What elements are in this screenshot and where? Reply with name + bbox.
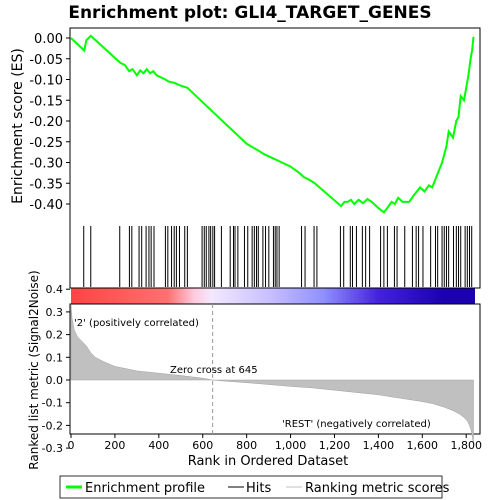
x-tick-label: 1,800 (450, 439, 482, 452)
positive-correlation-label: '2' (positively correlated) (74, 318, 199, 329)
metric-y-tick-label: -0.2 (42, 419, 63, 432)
hits-rug (83, 226, 473, 287)
metric-y-tick-label: -0.3 (42, 442, 63, 455)
metric-y-axis-label: Ranked list metric (Signal2Noise) (27, 270, 41, 469)
metric-y-tick-label: 0.1 (46, 351, 64, 364)
es-y-tick-label: -0.25 (29, 136, 63, 151)
metric-y-tick-label: -0.1 (42, 397, 63, 410)
legend-metric-label: Ranking metric scores (305, 481, 450, 496)
metric-y-tick-label: 0.0 (46, 374, 64, 387)
metric-y-ticks: 0.4 0.3 0.2 0.1 0.0 -0.1 -0.2 -0.3 (42, 283, 70, 455)
x-tick-label: 800 (236, 439, 257, 452)
es-y-tick-label: -0.30 (29, 157, 63, 172)
enrichment-profile-line (70, 34, 475, 214)
es-y-tick-label: -0.35 (29, 177, 63, 192)
es-panel: 0.00 -0.05 -0.10 -0.15 -0.20 -0.25 -0.30 -0.35 -… (10, 27, 481, 289)
x-tick-label: 1,600 (407, 439, 439, 452)
x-tick-label: 1,400 (363, 439, 395, 452)
es-y-ticks: 0.00 -0.05 -0.10 -0.15 -0.20 -0.25 -0.30 -0.35 -… (29, 32, 70, 213)
x-tick-label: 400 (148, 439, 169, 452)
legend-enrichment-label: Enrichment profile (85, 481, 205, 496)
negative-correlation-label: 'REST' (negatively correlated) (282, 419, 431, 430)
zero-cross-label: Zero cross at 645 (170, 365, 258, 376)
metric-panel: 0.4 0.3 0.2 0.1 0.0 -0.1 -0.2 -0.3 0 200 400 600 80… (27, 270, 482, 469)
es-y-tick-label: 0.00 (34, 32, 63, 47)
x-tick-label: 1,200 (319, 439, 351, 452)
es-y-tick-label: -0.20 (29, 115, 63, 130)
x-axis-label: Rank in Ordered Dataset (188, 454, 349, 469)
metric-x-ticks: 0 200 400 600 800 1,000 1,200 1,400 1,600 1,800 (68, 434, 482, 452)
chart-title: Enrichment plot: GLI4_TARGET_GENES (68, 3, 431, 23)
metric-y-tick-label: 0.4 (46, 283, 64, 296)
x-tick-label: 200 (104, 439, 125, 452)
ranked-list-color-bar (71, 288, 475, 304)
x-tick-label: 0 (68, 439, 75, 452)
legend: Enrichment profile Hits Ranking metric s… (59, 475, 450, 499)
es-y-tick-label: -0.40 (29, 198, 63, 213)
es-y-axis-label: Enrichment score (ES) (10, 48, 26, 204)
es-y-tick-label: -0.15 (29, 94, 63, 109)
metric-y-tick-label: 0.3 (46, 306, 64, 319)
metric-panel-frame (69, 303, 481, 435)
x-tick-label: 1,000 (275, 439, 307, 452)
x-tick-label: 600 (192, 439, 213, 452)
metric-y-tick-label: 0.2 (46, 329, 64, 342)
ranking-metric-area (70, 305, 474, 444)
legend-hits-label: Hits (246, 481, 271, 496)
es-y-tick-label: -0.05 (29, 53, 63, 68)
es-y-tick-label: -0.10 (29, 74, 63, 89)
legend-frame (59, 475, 443, 499)
